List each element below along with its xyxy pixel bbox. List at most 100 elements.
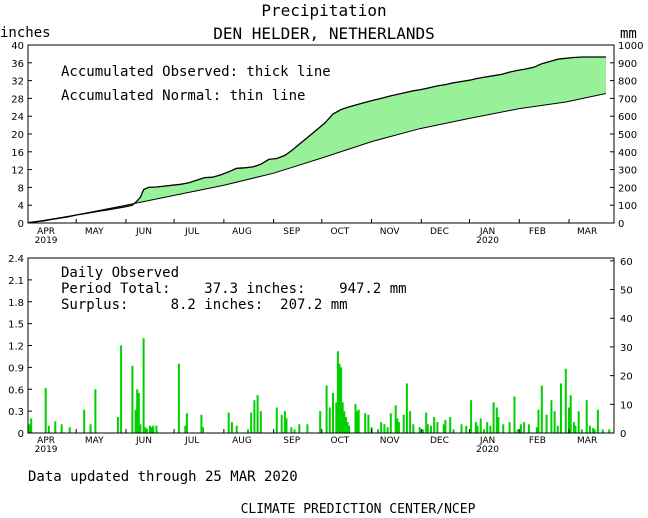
daily-right-y-tick-label: 50 (620, 286, 633, 297)
left-y-tick-label: 4 (18, 201, 24, 212)
daily-bar (452, 429, 455, 433)
daily-bar (256, 395, 259, 433)
daily-bar (338, 363, 341, 433)
x-tick-label: JUL (184, 227, 199, 237)
daily-right-y-tick-label: 20 (620, 372, 633, 383)
daily-bar (545, 414, 548, 433)
left-unit-label: inches (0, 25, 51, 41)
daily-bar (44, 387, 47, 433)
daily-bar (568, 407, 570, 433)
right-y-tick-label: 500 (618, 130, 637, 141)
daily-bar (247, 429, 249, 433)
x-tick-label: DEC (430, 436, 449, 446)
daily-bar (442, 424, 445, 434)
daily-bar (184, 425, 187, 433)
daily-bar (386, 427, 389, 433)
daily-bar (343, 411, 346, 433)
daily-right-y-tick-label: 10 (620, 400, 633, 411)
station-name: DEN HELDER, NETHERLANDS (213, 24, 435, 43)
daily-right-y-tick-label: 40 (620, 314, 633, 325)
daily-bar (319, 411, 322, 433)
daily-bar (425, 412, 428, 433)
daily-bar (409, 411, 412, 433)
daily-bar (394, 405, 397, 433)
daily-bar (476, 425, 479, 433)
daily-bar (380, 422, 383, 433)
daily-panel: 0 0.3 0.6 0.9 1.2 1.5 1.8 2.1 2.4 0 10 20 30 40 50 60 AP… (8, 254, 633, 455)
daily-bar (136, 389, 139, 434)
right-y-tick-label: 100 (618, 201, 637, 212)
left-y-tick-label: 20 (11, 130, 24, 141)
x-tick-label: FEB (529, 227, 546, 237)
daily-bar (30, 418, 33, 433)
daily-bar (486, 422, 489, 433)
daily-bar (537, 409, 540, 433)
daily-bar (502, 424, 505, 434)
daily-bar (383, 424, 386, 434)
x-tick-label: AUG (232, 436, 252, 446)
x-tick-label: SEP (283, 227, 300, 237)
daily-bar (336, 351, 339, 433)
daily-bar (444, 419, 447, 433)
daily-bar (357, 409, 360, 433)
x-tick-label: JUN (135, 436, 152, 446)
daily-bar (139, 424, 142, 434)
x-year-label: 2019 (35, 236, 58, 246)
x-tick-label: JUN (135, 227, 152, 237)
daily-bar (572, 422, 575, 433)
x-year-label: 2019 (35, 445, 58, 455)
accumulated-observed-line (27, 56, 606, 224)
daily-bar (492, 402, 495, 433)
daily-bar (577, 411, 580, 433)
daily-bar (83, 409, 86, 433)
x-tick-label: JAN (479, 227, 495, 237)
x-tick-label: DEC (430, 227, 449, 237)
daily-bar (54, 421, 57, 433)
daily-bar (283, 411, 286, 433)
daily-left-y-tick-label: 1.5 (8, 320, 24, 331)
daily-bar (426, 424, 429, 434)
daily-bar (497, 417, 500, 433)
right-y-tick-label: 300 (618, 166, 637, 177)
left-y-tick-label: 28 (11, 94, 24, 105)
right-y-tick-label: 900 (618, 59, 637, 70)
daily-bar (298, 424, 301, 434)
daily-bar (585, 400, 588, 433)
daily-bar (335, 402, 338, 433)
daily-bar (340, 367, 343, 433)
daily-bar (185, 413, 188, 433)
daily-bar (200, 414, 203, 433)
x-tick-label: JUL (184, 436, 199, 446)
daily-bar (346, 422, 349, 433)
accumulated-fill-areas (28, 57, 606, 223)
daily-bar (348, 425, 351, 433)
daily-bar (465, 425, 468, 433)
daily-bar (535, 427, 538, 433)
right-y-tick-label: 800 (618, 77, 637, 88)
right-y-tick-label: 0 (618, 219, 624, 230)
chart-title: Precipitation (261, 1, 386, 20)
daily-bar (177, 363, 180, 433)
daily-bar (28, 424, 31, 434)
daily-bar (325, 385, 328, 433)
daily-bar (280, 414, 283, 433)
accumulated-normal-annotation: Accumulated Normal: thin line (61, 88, 305, 104)
x-tick-label: SEP (283, 436, 300, 446)
daily-right-y-tick-label: 30 (620, 343, 633, 354)
x-tick-label: AUG (232, 227, 252, 237)
daily-bar (259, 411, 262, 433)
daily-bar (580, 429, 583, 433)
daily-bar (421, 429, 424, 433)
daily-bar (142, 338, 145, 433)
period-total-annotation: Period Total: 37.3 inches: 947.2 mm (61, 281, 407, 297)
daily-bar (145, 428, 148, 433)
daily-bar (460, 424, 463, 434)
x-year-label: 2020 (476, 445, 499, 455)
daily-bar (402, 414, 405, 433)
daily-bar (332, 392, 334, 433)
right-y-tick-label: 1000 (618, 41, 643, 52)
accumulated-normal-line (27, 93, 607, 224)
daily-bar (513, 396, 516, 433)
